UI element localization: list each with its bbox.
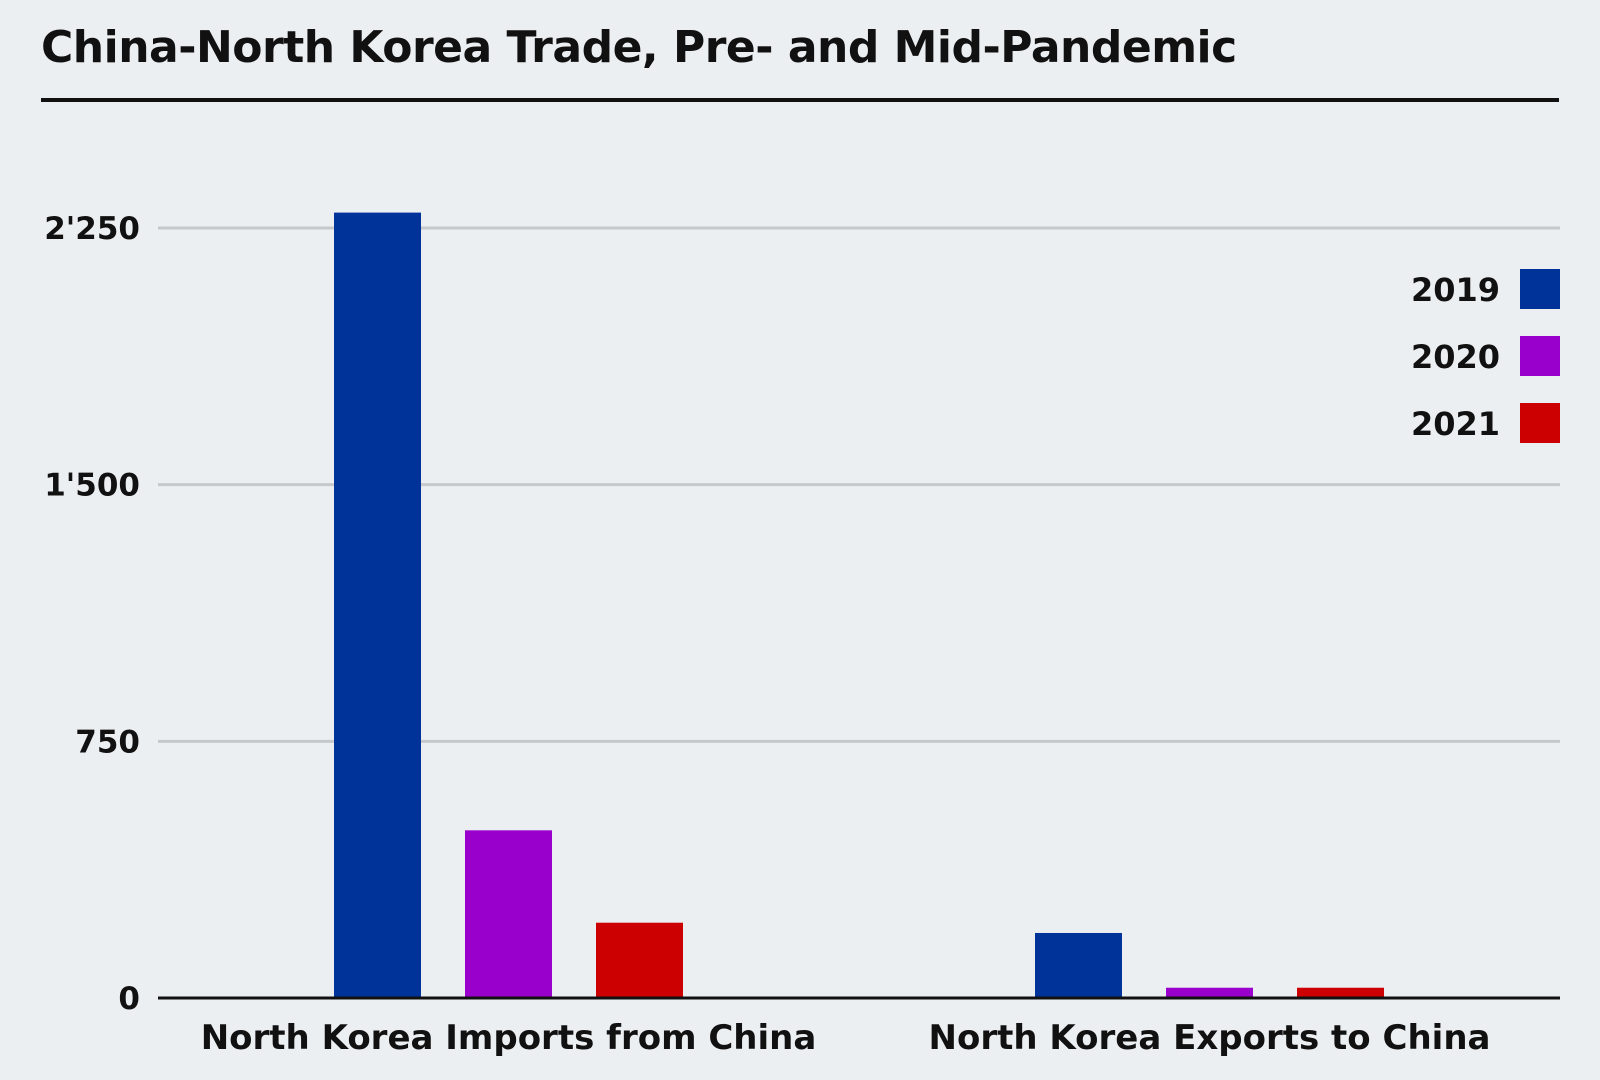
y-tick-label: 1'500	[44, 468, 140, 504]
bar-2021	[1297, 987, 1384, 998]
chart-title: China-North Korea Trade, Pre- and Mid-Pa…	[41, 22, 1237, 73]
bar-2019	[334, 212, 421, 999]
bar-2021	[596, 922, 683, 998]
y-tick-label: 2'250	[44, 211, 140, 247]
legend: 2019 2020 2021	[1411, 269, 1560, 443]
title-underline	[41, 98, 1559, 102]
y-tick-label: 750	[75, 724, 140, 760]
x-category-label: North Korea Imports from China	[201, 1018, 817, 1058]
x-axis-categories: North Korea Imports from China North Kore…	[201, 1018, 1491, 1058]
legend-swatch-2021	[1520, 403, 1560, 443]
y-axis-ticks: 0 750 1'500 2'250	[44, 211, 140, 1017]
bar-2019	[1035, 932, 1122, 998]
legend-label-2020: 2020	[1411, 338, 1500, 376]
bar-2020	[465, 830, 552, 998]
legend-swatch-2020	[1520, 336, 1560, 376]
bars	[334, 212, 1384, 999]
legend-label-2021: 2021	[1411, 405, 1500, 443]
y-tick-label: 0	[118, 981, 140, 1017]
legend-label-2019: 2019	[1411, 271, 1500, 309]
x-category-label: North Korea Exports to China	[929, 1018, 1491, 1058]
legend-swatch-2019	[1520, 269, 1560, 309]
bar-2020	[1166, 987, 1253, 998]
